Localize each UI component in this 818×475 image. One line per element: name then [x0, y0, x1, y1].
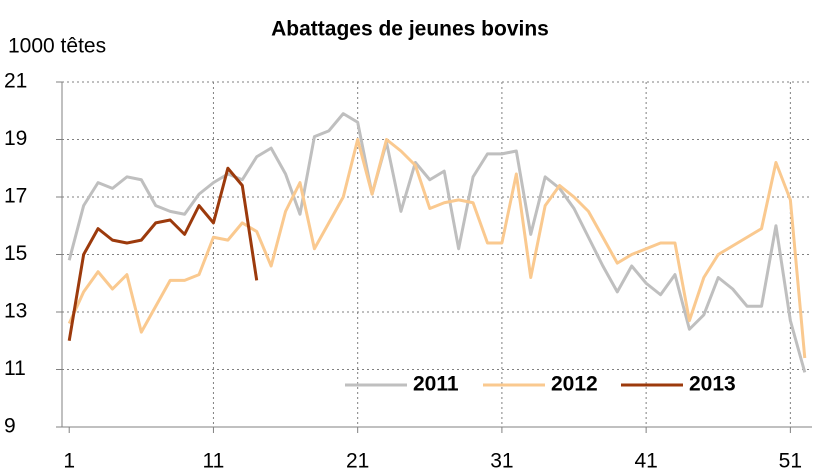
x-tick-label: 1 — [63, 450, 75, 473]
series-line — [67, 166, 259, 341]
x-tick-label: 31 — [490, 450, 513, 473]
y-tick-label: 21 — [4, 70, 27, 93]
y-tick-label: 13 — [4, 300, 27, 323]
y-axis-label: 1000 têtes — [8, 35, 106, 58]
legend-label: 2013 — [689, 373, 736, 396]
x-tick-label: 21 — [346, 450, 369, 473]
legend: 2011 2012 2013 — [345, 373, 736, 396]
y-tick-label: 19 — [4, 127, 27, 150]
y-tick-label: 9 — [4, 415, 16, 438]
series-line — [67, 138, 807, 359]
y-tick-label: 15 — [4, 242, 27, 265]
chart-title: Abattages de jeunes bovins — [271, 18, 549, 41]
legend-label: 2011 — [413, 373, 459, 396]
legend-label: 2012 — [551, 373, 598, 396]
series-line — [67, 112, 807, 373]
x-tick-label: 41 — [634, 450, 657, 473]
x-tick-label: 11 — [203, 450, 225, 473]
y-tick-label: 11 — [4, 357, 26, 380]
y-tick-label: 17 — [4, 185, 27, 208]
x-tick-label: 51 — [779, 450, 802, 473]
